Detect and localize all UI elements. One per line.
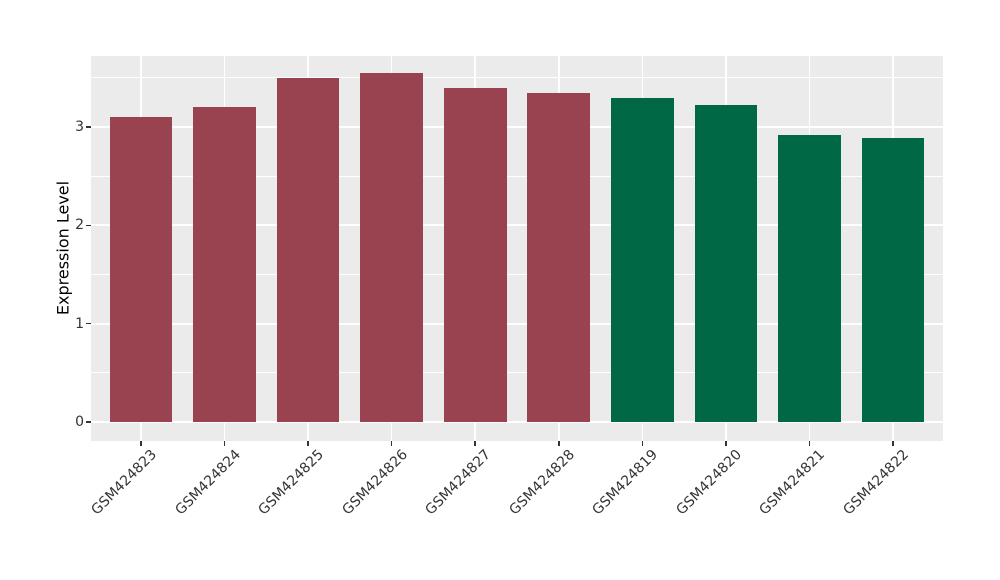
- bar-GSM424825: [276, 77, 340, 422]
- h-gridline-major: [91, 126, 943, 129]
- y-tick-mark: [86, 126, 91, 128]
- bar-GSM424827: [443, 87, 507, 422]
- y-tick-label: 3: [75, 119, 84, 136]
- h-gridline-minor: [91, 77, 943, 79]
- y-tick-mark: [86, 322, 91, 325]
- x-tick-mark: [725, 441, 727, 446]
- y-tick-label: 2: [75, 217, 84, 234]
- bar-GSM424820: [694, 105, 758, 422]
- y-tick-label: 1: [75, 315, 84, 332]
- x-tick-mark: [892, 441, 894, 446]
- bar-GSM424828: [527, 92, 591, 422]
- x-tick-mark: [223, 441, 226, 446]
- y-tick-mark: [86, 224, 91, 227]
- x-tick-mark: [641, 441, 644, 446]
- bar-GSM424819: [610, 97, 674, 422]
- bar-GSM424822: [861, 137, 925, 422]
- y-tick-mark: [86, 421, 91, 423]
- h-gridline-minor: [91, 175, 943, 177]
- bar-GSM424824: [193, 107, 256, 422]
- x-tick-mark: [390, 441, 393, 446]
- h-gridline-minor: [91, 372, 943, 374]
- x-tick-mark: [140, 441, 142, 446]
- h-gridline-major: [91, 224, 943, 227]
- h-gridline-minor: [91, 274, 943, 276]
- bar-GSM424821: [778, 134, 841, 422]
- bar-GSM424826: [360, 73, 424, 422]
- x-tick-mark: [558, 441, 560, 446]
- x-tick-mark: [307, 441, 309, 446]
- y-axis-title: Expression Level: [53, 180, 73, 316]
- bar-GSM424823: [109, 117, 173, 422]
- plot-panel: [91, 56, 943, 441]
- y-tick-label: 0: [75, 414, 84, 430]
- h-gridline-major: [91, 421, 943, 423]
- x-tick-mark: [808, 441, 811, 446]
- x-tick-mark: [474, 441, 476, 446]
- h-gridline-major: [91, 322, 943, 325]
